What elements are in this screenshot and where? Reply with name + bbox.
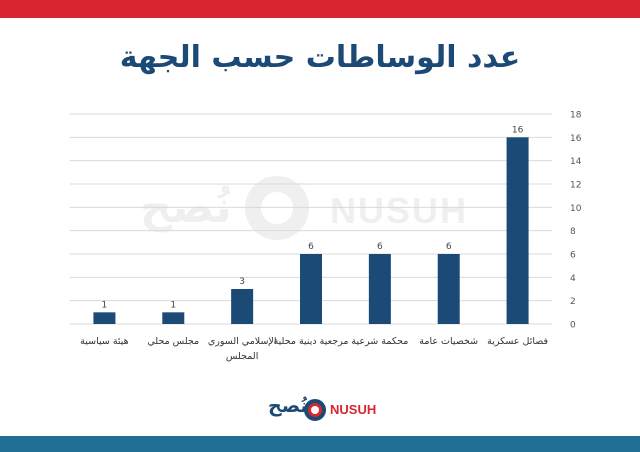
x-tick-label: المجلس — [226, 351, 258, 362]
x-tick-label: فصائل عسكرية — [487, 336, 548, 347]
x-tick-label: مجلس محلي — [147, 336, 199, 347]
y-tick-label: 18 — [570, 111, 582, 121]
y-tick-label: 6 — [570, 251, 576, 261]
data-label: 6 — [308, 242, 314, 252]
logo-arabic-text: نُصح — [268, 395, 308, 417]
logo-english-text: NUSUH — [330, 402, 377, 417]
data-label: 6 — [377, 242, 383, 252]
y-tick-label: 0 — [570, 321, 576, 331]
x-tick-label: الإسلامي السوري — [208, 336, 277, 347]
bar — [93, 312, 116, 324]
top-accent-bar — [0, 0, 640, 18]
data-label: 1 — [102, 300, 108, 310]
y-tick-label: 14 — [570, 157, 582, 167]
y-tick-label: 16 — [570, 134, 582, 144]
nusuh-logo: نُصح NUSUH — [268, 395, 380, 422]
bottom-accent-bar — [0, 436, 640, 452]
chart-title: عدد الوساطات حسب الجهة — [119, 40, 521, 75]
data-label: 6 — [446, 242, 452, 252]
bar — [368, 254, 391, 324]
bar — [162, 312, 185, 324]
bar — [437, 254, 460, 324]
bar — [506, 137, 529, 324]
bar — [300, 254, 322, 324]
x-tick-label: محكمة شرعية — [351, 336, 408, 347]
y-tick-label: 8 — [570, 227, 576, 237]
x-tick-label: هيئة سياسية — [80, 336, 129, 347]
y-tick-label: 4 — [570, 274, 576, 284]
y-tick-label: 12 — [570, 181, 581, 191]
bar — [231, 289, 254, 324]
x-tick-label: مرجعية دينية محلية — [274, 336, 349, 347]
y-tick-label: 2 — [570, 297, 576, 307]
data-label: 16 — [512, 125, 524, 135]
data-label: 1 — [170, 300, 176, 310]
x-tick-label: شخصيات عامة — [419, 336, 478, 347]
data-label: 3 — [239, 277, 245, 287]
y-tick-label: 10 — [570, 204, 582, 214]
logo-ring-icon — [304, 399, 326, 421]
